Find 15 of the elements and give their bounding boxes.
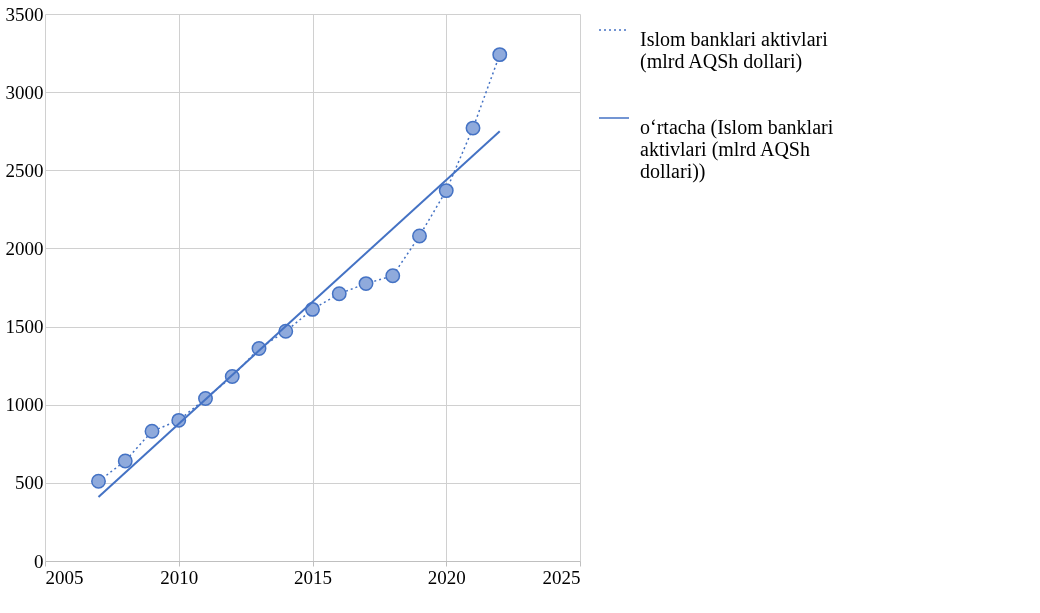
x-tick-label: 2025 bbox=[542, 566, 581, 588]
y-tick-label: 3500 bbox=[5, 3, 44, 25]
legend-label: Islom banklari aktivlari (mlrd AQSh dollari) bbox=[640, 28, 829, 73]
legend-label: oʻrtacha (Islom banklari aktivlari (mlrd AQSh dollari)) bbox=[640, 116, 834, 183]
x-tick-label: 2015 bbox=[294, 566, 332, 588]
y-tick-label: 3000 bbox=[5, 81, 44, 103]
y-tick-label: 0 bbox=[34, 550, 44, 572]
y-tick-label: 2000 bbox=[5, 237, 44, 259]
y-tick-label: 1000 bbox=[5, 394, 44, 416]
y-tick-label: 2500 bbox=[5, 159, 44, 181]
x-tick-label: 2005 bbox=[45, 566, 84, 588]
y-tick-label: 500 bbox=[15, 472, 44, 494]
x-tick-label: 2020 bbox=[427, 566, 466, 588]
y-tick-label: 1500 bbox=[5, 316, 44, 338]
x-tick-label: 2010 bbox=[160, 566, 199, 588]
